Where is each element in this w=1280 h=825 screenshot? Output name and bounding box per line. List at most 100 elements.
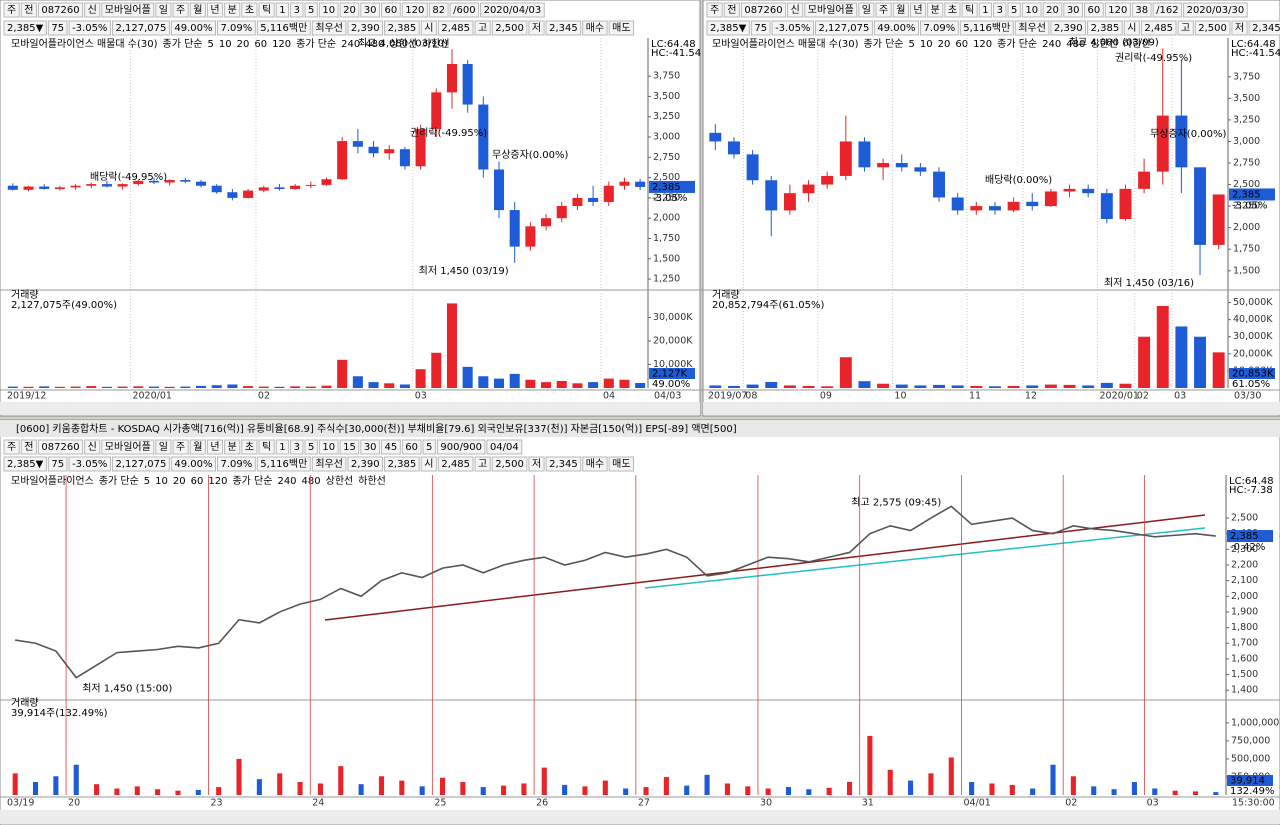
toolbar-text[interactable]: 04/04: [490, 442, 519, 453]
toolbar-button[interactable]: [978, 2, 993, 18]
toolbar-button[interactable]: [1014, 20, 1050, 36]
toolbar-button[interactable]: [155, 439, 172, 455]
toolbar-text[interactable]: 주: [710, 5, 719, 16]
toolbar-text[interactable]: 주: [7, 442, 16, 453]
toolbar-text[interactable]: 5: [308, 5, 314, 16]
toolbar-text[interactable]: 전: [24, 4, 33, 16]
toolbar-text[interactable]: 신: [88, 4, 97, 16]
toolbar-text[interactable]: 저: [532, 22, 541, 34]
toolbar-button[interactable]: [428, 2, 449, 18]
toolbar-button[interactable]: [318, 439, 339, 455]
toolbar-text[interactable]: 2,485: [441, 459, 470, 470]
toolbar-text[interactable]: 시: [424, 458, 433, 470]
toolbar-text[interactable]: 087260: [41, 5, 79, 16]
toolbar-button[interactable]: [84, 439, 101, 455]
toolbar-button[interactable]: [449, 2, 480, 18]
toolbar-text[interactable]: 분: [931, 4, 940, 16]
toolbar-text[interactable]: 틱: [262, 441, 271, 453]
toolbar-text[interactable]: 모바일어플: [808, 4, 854, 16]
toolbar-button[interactable]: [339, 439, 360, 455]
toolbar-button[interactable]: [1087, 20, 1123, 36]
toolbar-text[interactable]: 75: [754, 23, 767, 34]
toolbar-button[interactable]: [1131, 2, 1152, 18]
toolbar-text[interactable]: 2,385▼: [7, 23, 44, 34]
toolbar-text[interactable]: 5: [308, 442, 314, 453]
toolbar-button[interactable]: [172, 2, 189, 18]
toolbar-button[interactable]: [275, 439, 290, 455]
toolbar-button[interactable]: [401, 439, 422, 455]
toolbar-text[interactable]: 60: [405, 442, 418, 453]
toolbar-text[interactable]: 2,485: [441, 23, 470, 34]
toolbar-text[interactable]: 120: [1108, 5, 1127, 16]
toolbar-text[interactable]: 2,390: [351, 23, 380, 34]
toolbar-text[interactable]: 년: [210, 441, 219, 453]
toolbar-button[interactable]: [384, 20, 420, 36]
toolbar-text[interactable]: 2,345: [549, 459, 578, 470]
toolbar-text[interactable]: 매도: [612, 458, 630, 470]
toolbar-button[interactable]: [961, 2, 978, 18]
toolbar-text[interactable]: 저: [1235, 22, 1244, 34]
toolbar-button[interactable]: [241, 2, 258, 18]
toolbar-text[interactable]: 49.00%: [174, 459, 212, 470]
toolbar-text[interactable]: 주: [879, 5, 888, 16]
toolbar-button[interactable]: [275, 2, 290, 18]
toolbar-button[interactable]: [170, 456, 216, 472]
toolbar-text[interactable]: 900/900: [440, 442, 482, 453]
toolbar-button[interactable]: [304, 439, 318, 455]
toolbar-button[interactable]: [944, 2, 961, 18]
toolbar-button[interactable]: [37, 439, 84, 455]
toolbar-button[interactable]: [1231, 20, 1248, 36]
toolbar-text[interactable]: 최우선: [315, 22, 343, 34]
toolbar-text[interactable]: 모바일어플: [105, 441, 151, 453]
toolbar-text[interactable]: /162: [1156, 5, 1178, 16]
toolbar-text[interactable]: 2,390: [1054, 23, 1083, 34]
toolbar-text[interactable]: 5: [426, 442, 432, 453]
toolbar-button[interactable]: [68, 456, 111, 472]
toolbar-text[interactable]: 2,385: [1091, 23, 1120, 34]
toolbar-text[interactable]: 82: [432, 5, 445, 16]
toolbar-button[interactable]: [189, 2, 206, 18]
toolbar-button[interactable]: [582, 456, 608, 472]
toolbar-button[interactable]: [1140, 20, 1177, 36]
toolbar-button[interactable]: [206, 439, 224, 455]
toolbar-text[interactable]: 3: [294, 442, 300, 453]
toolbar-button[interactable]: [873, 20, 919, 36]
toolbar-text[interactable]: 2,127,075: [818, 23, 869, 34]
toolbar-button[interactable]: [401, 2, 428, 18]
toolbar-text[interactable]: 2,127,075: [115, 459, 166, 470]
toolbar-button[interactable]: [318, 2, 339, 18]
toolbar-button[interactable]: [909, 2, 927, 18]
toolbar-button[interactable]: [206, 2, 224, 18]
toolbar-button[interactable]: [258, 439, 275, 455]
toolbar-button[interactable]: [787, 2, 804, 18]
toolbar-text[interactable]: 주: [176, 5, 185, 16]
toolbar-button[interactable]: [545, 20, 582, 36]
toolbar-text[interactable]: 49.00%: [877, 23, 915, 34]
toolbar-text[interactable]: 월: [896, 4, 905, 16]
toolbar-text[interactable]: 7.09%: [221, 459, 253, 470]
toolbar-text[interactable]: 2020/04/03: [484, 5, 542, 16]
toolbar-button[interactable]: [420, 456, 437, 472]
toolbar-button[interactable]: [959, 20, 1014, 36]
toolbar-button[interactable]: [256, 456, 311, 472]
toolbar-button[interactable]: [381, 439, 401, 455]
toolbar-button[interactable]: [437, 456, 474, 472]
toolbar-button[interactable]: [217, 20, 256, 36]
toolbar-button[interactable]: [290, 439, 304, 455]
toolbar-text[interactable]: 5,116백만: [260, 458, 307, 470]
toolbar-text[interactable]: 분: [228, 4, 237, 16]
toolbar-text[interactable]: 60: [385, 5, 398, 16]
toolbar-button[interactable]: [3, 439, 20, 455]
toolbar-button[interactable]: [1104, 2, 1131, 18]
toolbar-text[interactable]: 시: [424, 22, 433, 34]
toolbar-text[interactable]: 2,385▼: [710, 23, 747, 34]
toolbar-button[interactable]: [1007, 2, 1021, 18]
toolbar-text[interactable]: /600: [453, 5, 475, 16]
toolbar-text[interactable]: 38: [1135, 5, 1148, 16]
toolbar-text[interactable]: 전: [727, 4, 736, 16]
toolbar-text[interactable]: 45: [385, 442, 398, 453]
toolbar-text[interactable]: 초: [245, 4, 254, 16]
toolbar-button[interactable]: [858, 2, 875, 18]
toolbar-text[interactable]: 2,385: [388, 23, 417, 34]
toolbar-text[interactable]: 모바일어플: [105, 4, 151, 16]
